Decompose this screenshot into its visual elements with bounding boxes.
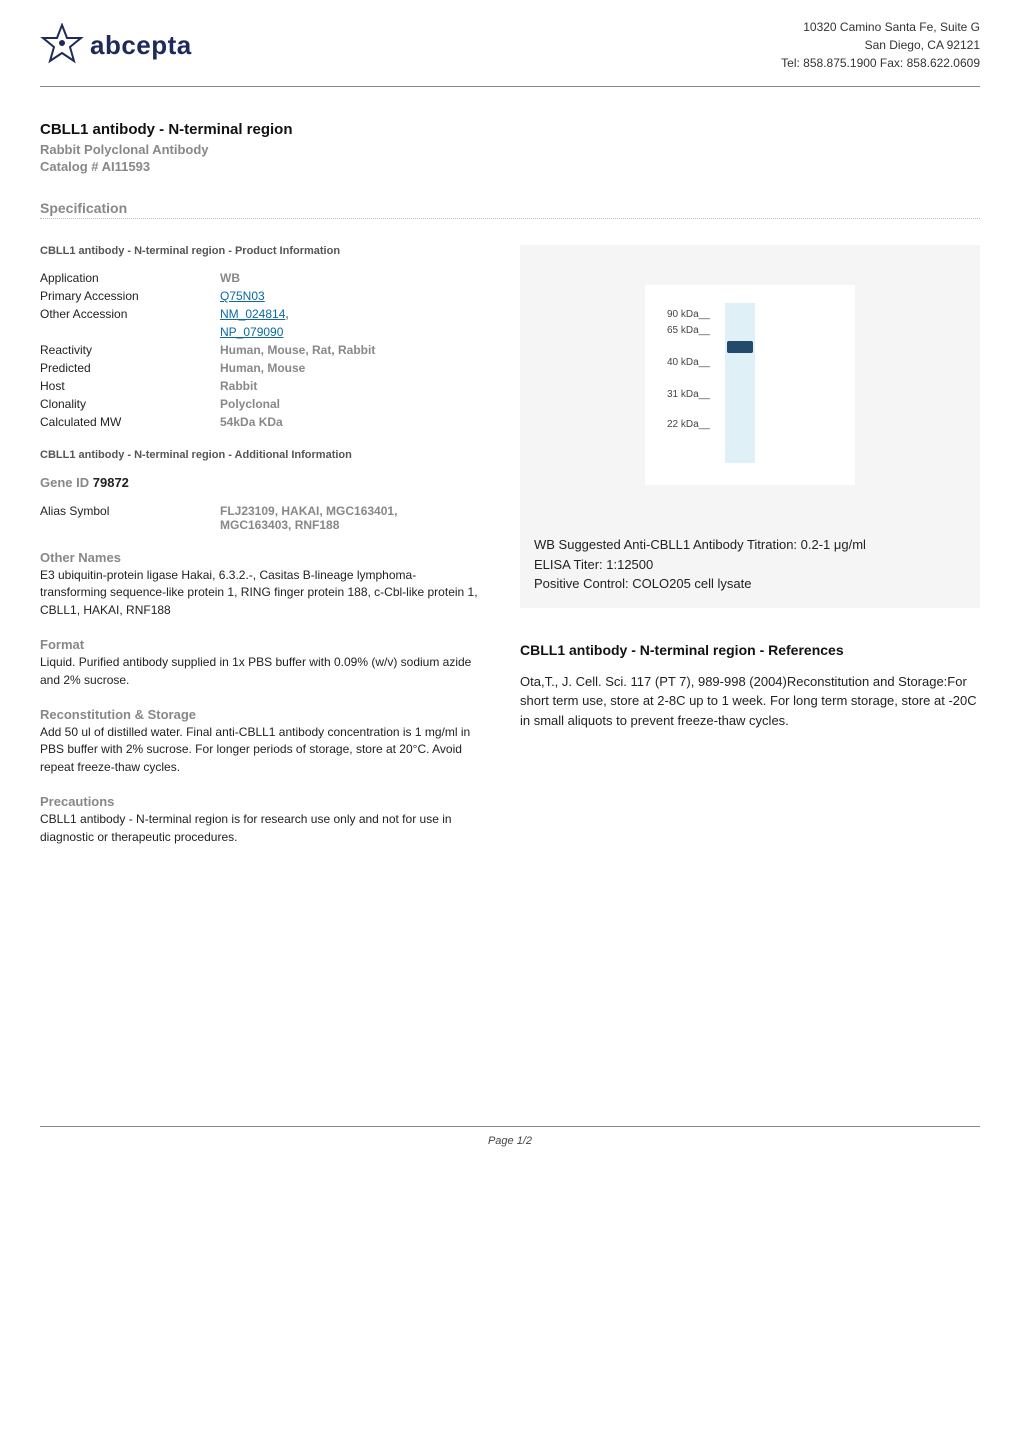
references-heading: CBLL1 antibody - N-terminal region - Ref… — [520, 642, 980, 658]
additional-info-heading: CBLL1 antibody - N-terminal region - Add… — [40, 449, 480, 461]
kv-row: Clonality Polyclonal — [40, 397, 480, 411]
kv-row: Application WB — [40, 271, 480, 285]
caption-line: ELISA Titer: 1:12500 — [534, 555, 966, 575]
title-block: CBLL1 antibody - N-terminal region Rabbi… — [40, 121, 980, 174]
kv-row: Primary Accession Q75N03 — [40, 289, 480, 303]
comma: , — [285, 307, 288, 321]
product-title: CBLL1 antibody - N-terminal region — [40, 121, 980, 138]
accession-link[interactable]: NM_024814 — [220, 307, 285, 321]
precautions-label: Precautions — [40, 794, 480, 809]
alias-value: FLJ23109, HAKAI, MGC163401, MGC163403, R… — [220, 504, 460, 532]
kv-label: Calculated MW — [40, 415, 220, 429]
address-line: 10320 Camino Santa Fe, Suite G — [781, 18, 980, 36]
main-two-column: CBLL1 antibody - N-terminal region - Pro… — [40, 245, 980, 846]
western-blot-panel: 90 kDa__ 65 kDa__ 40 kDa__ 31 kDa__ 22 k… — [520, 245, 980, 525]
caption-line: Positive Control: COLO205 cell lysate — [534, 574, 966, 594]
address-line: Tel: 858.875.1900 Fax: 858.622.0609 — [781, 54, 980, 72]
kv-label: Predicted — [40, 361, 220, 375]
left-column: CBLL1 antibody - N-terminal region - Pro… — [40, 245, 480, 846]
gene-id: Gene ID 79872 — [40, 475, 480, 490]
kv-value: 54kDa KDa — [220, 415, 283, 429]
product-subtitle: Rabbit Polyclonal Antibody — [40, 142, 980, 157]
blot-caption: WB Suggested Anti-CBLL1 Antibody Titrati… — [520, 525, 980, 608]
other-names-body: E3 ubiquitin-protein ligase Hakai, 6.3.2… — [40, 567, 480, 619]
mw-label: 65 kDa__ — [667, 325, 710, 336]
kv-value: Human, Mouse — [220, 361, 305, 375]
blot-lane — [725, 303, 755, 463]
blot-lane-area: 90 kDa__ 65 kDa__ 40 kDa__ 31 kDa__ 22 k… — [645, 285, 855, 485]
kv-row: Host Rabbit — [40, 379, 480, 393]
kv-row: Reactivity Human, Mouse, Rat, Rabbit — [40, 343, 480, 357]
kv-label — [40, 325, 220, 339]
address-line: San Diego, CA 92121 — [781, 36, 980, 54]
mw-label: 22 kDa__ — [667, 419, 710, 430]
accession-link[interactable]: Q75N03 — [220, 289, 265, 303]
gene-id-value: 79872 — [93, 475, 129, 490]
other-names-label: Other Names — [40, 550, 480, 565]
mw-label: 40 kDa__ — [667, 357, 710, 368]
specification-heading: Specification — [40, 200, 980, 219]
format-body: Liquid. Purified antibody supplied in 1x… — [40, 654, 480, 689]
company-name: abcepta — [90, 30, 192, 61]
kv-label: Host — [40, 379, 220, 393]
catalog-number: Catalog # AI11593 — [40, 159, 980, 174]
kv-label: Other Accession — [40, 307, 220, 321]
kv-label: Application — [40, 271, 220, 285]
kv-table: Application WB Primary Accession Q75N03 … — [40, 271, 480, 429]
accession-link[interactable]: NP_079090 — [220, 325, 283, 339]
kv-value: WB — [220, 271, 240, 285]
mw-label: 90 kDa__ — [667, 309, 710, 320]
precautions-body: CBLL1 antibody - N-terminal region is fo… — [40, 811, 480, 846]
kv-row: Predicted Human, Mouse — [40, 361, 480, 375]
product-info-heading: CBLL1 antibody - N-terminal region - Pro… — [40, 245, 480, 257]
page-header: abcepta 10320 Camino Santa Fe, Suite G S… — [40, 0, 980, 87]
gene-id-label: Gene ID — [40, 475, 89, 490]
company-address: 10320 Camino Santa Fe, Suite G San Diego… — [781, 18, 980, 72]
caption-line: WB Suggested Anti-CBLL1 Antibody Titrati… — [534, 535, 966, 555]
references-body: Ota,T., J. Cell. Sci. 117 (PT 7), 989-99… — [520, 672, 980, 731]
alias-row: Alias Symbol FLJ23109, HAKAI, MGC163401,… — [40, 504, 480, 532]
kv-row: NP_079090 — [40, 325, 480, 339]
kv-value: Human, Mouse, Rat, Rabbit — [220, 343, 375, 357]
kv-value: Rabbit — [220, 379, 257, 393]
format-label: Format — [40, 637, 480, 652]
alias-label: Alias Symbol — [40, 504, 220, 532]
right-column: 90 kDa__ 65 kDa__ 40 kDa__ 31 kDa__ 22 k… — [520, 245, 980, 730]
kv-label: Clonality — [40, 397, 220, 411]
star-logo-icon — [40, 23, 84, 67]
logo: abcepta — [40, 23, 192, 67]
page-footer: Page 1/2 — [40, 1126, 980, 1147]
reconstitution-label: Reconstitution & Storage — [40, 707, 480, 722]
kv-label: Reactivity — [40, 343, 220, 357]
reconstitution-body: Add 50 ul of distilled water. Final anti… — [40, 724, 480, 776]
kv-row: Calculated MW 54kDa KDa — [40, 415, 480, 429]
kv-label: Primary Accession — [40, 289, 220, 303]
mw-label: 31 kDa__ — [667, 389, 710, 400]
blot-band — [727, 341, 753, 353]
kv-value: Polyclonal — [220, 397, 280, 411]
kv-row: Other Accession NM_024814, — [40, 307, 480, 321]
